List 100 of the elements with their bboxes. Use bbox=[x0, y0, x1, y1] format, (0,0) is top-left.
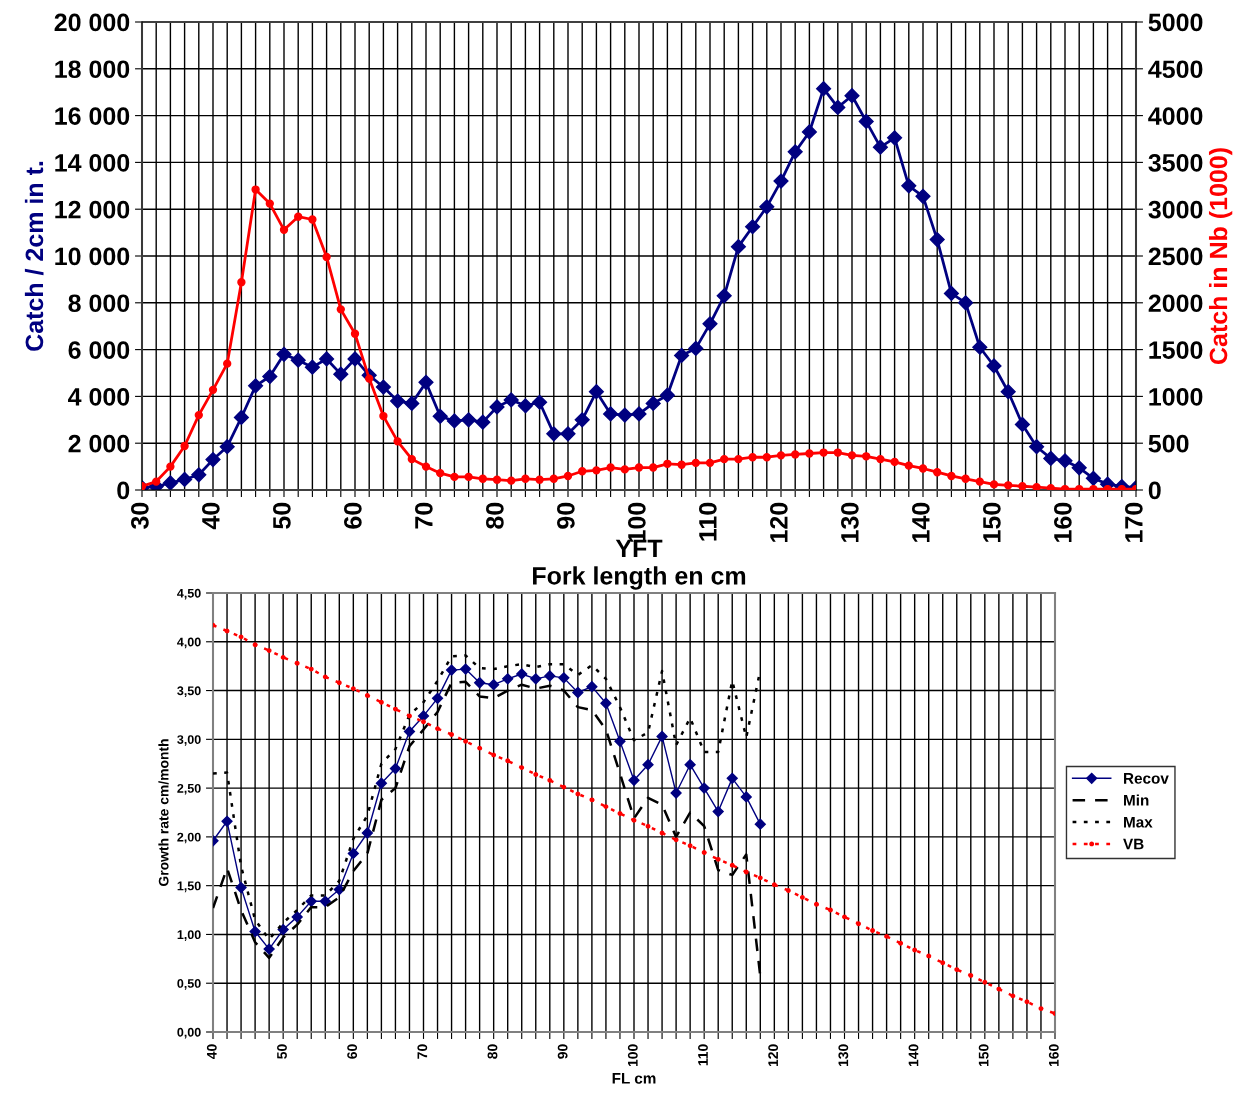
x-tick-label: 50 bbox=[273, 502, 291, 529]
y-tick-label: 1,00 bbox=[177, 930, 201, 941]
y2-tick-label: 5000 bbox=[1148, 13, 1203, 32]
point bbox=[361, 827, 373, 839]
point bbox=[249, 925, 261, 938]
y-tick-label: 4,00 bbox=[177, 637, 201, 649]
x-tick-label: 130 bbox=[838, 1044, 849, 1067]
y-tick-label: 6 000 bbox=[68, 341, 130, 359]
point bbox=[670, 787, 682, 799]
y-tick-label: 3,00 bbox=[177, 735, 201, 746]
y2-tick-label: 2000 bbox=[1148, 294, 1203, 313]
y2-axis-title: Catch in Nb (1000) bbox=[1208, 148, 1233, 365]
x-tick-label: 90 bbox=[557, 1044, 568, 1059]
x-tick-label: 40 bbox=[202, 502, 220, 530]
x-tick-label: 120 bbox=[770, 502, 788, 542]
legend-label: Max bbox=[1124, 816, 1153, 828]
legend-label: Min bbox=[1124, 794, 1149, 806]
point bbox=[403, 725, 416, 738]
y-axis-title: Catch / 2cm in t. bbox=[24, 161, 44, 351]
point bbox=[474, 677, 486, 689]
point bbox=[656, 730, 668, 743]
point bbox=[586, 681, 598, 693]
point bbox=[431, 692, 444, 704]
x-tick-label: 160 bbox=[1048, 1044, 1059, 1067]
x-tick-label: 140 bbox=[912, 502, 930, 542]
x-tick-label: 100 bbox=[627, 1044, 638, 1067]
y2-tick-label: 3000 bbox=[1148, 200, 1203, 219]
point bbox=[698, 782, 710, 794]
point bbox=[754, 818, 766, 830]
x-tick-label: 150 bbox=[983, 502, 1001, 542]
y-tick-label: 4,50 bbox=[177, 588, 201, 600]
y2-tick-label: 2500 bbox=[1148, 247, 1203, 266]
point bbox=[600, 697, 612, 709]
y2-tick-label: 1500 bbox=[1149, 341, 1203, 359]
x-tick-label: 120 bbox=[768, 1044, 779, 1067]
y-tick-label: 2,00 bbox=[177, 832, 201, 844]
y-tick-label: 2 000 bbox=[68, 434, 130, 453]
x-tick-label: 110 bbox=[698, 1044, 708, 1066]
x-axis-title: FL cm bbox=[612, 1073, 656, 1084]
point bbox=[319, 895, 331, 907]
point bbox=[740, 791, 752, 803]
y-tick-label: 8 000 bbox=[68, 294, 130, 313]
point bbox=[445, 664, 458, 676]
x-tick-label: 80 bbox=[486, 502, 504, 529]
point bbox=[263, 943, 275, 955]
point bbox=[459, 663, 472, 675]
y-tick-label: 18 000 bbox=[55, 60, 130, 79]
y2-tick-label: 500 bbox=[1148, 434, 1189, 453]
y-tick-label: 10 000 bbox=[55, 247, 130, 266]
y2-tick-label: 1000 bbox=[1149, 388, 1203, 406]
x-tick-label: 140 bbox=[908, 1044, 919, 1067]
x-tick-label: 30 bbox=[131, 502, 149, 530]
point bbox=[291, 911, 303, 923]
x-tick-label: 170 bbox=[1125, 502, 1143, 542]
y-tick-label: 20 000 bbox=[54, 13, 130, 32]
x-tick-label: 80 bbox=[487, 1044, 498, 1059]
x-tick-label: 70 bbox=[417, 1044, 428, 1059]
y-tick-label: 0,00 bbox=[177, 1027, 201, 1039]
point bbox=[347, 847, 359, 860]
point bbox=[502, 673, 514, 685]
point bbox=[544, 670, 556, 682]
point bbox=[614, 735, 626, 747]
y-tick-label: 12 000 bbox=[55, 200, 130, 219]
point bbox=[333, 883, 345, 896]
x-tick-label: 50 bbox=[277, 1044, 287, 1059]
x-tick-label: 40 bbox=[206, 1044, 217, 1060]
x-tick-label: 60 bbox=[344, 502, 362, 529]
x-tick-label: 160 bbox=[1054, 502, 1072, 542]
point bbox=[516, 668, 528, 680]
y-tick-label: 4 000 bbox=[68, 388, 130, 406]
point bbox=[628, 774, 640, 786]
x-tick-label: 60 bbox=[347, 1044, 358, 1059]
y-tick-label: 3,50 bbox=[177, 686, 201, 698]
y-tick-label: 0 bbox=[117, 481, 130, 500]
x-tick-label: 130 bbox=[841, 502, 859, 542]
y2-tick-label: 0 bbox=[1148, 481, 1161, 500]
y-tick-label: 16 000 bbox=[55, 107, 130, 125]
point bbox=[712, 805, 724, 818]
point bbox=[684, 759, 696, 771]
point bbox=[726, 772, 738, 784]
y-tick-label: 1,50 bbox=[177, 881, 201, 893]
point bbox=[235, 882, 247, 894]
point bbox=[530, 673, 542, 685]
point bbox=[488, 679, 500, 691]
y-tick-label: 14 000 bbox=[55, 154, 130, 172]
point bbox=[375, 777, 388, 789]
y2-tick-label: 4000 bbox=[1148, 107, 1203, 125]
x-axis-title: Fork length en cm bbox=[533, 566, 746, 590]
point bbox=[389, 762, 402, 775]
legend-label: Recov bbox=[1124, 773, 1169, 784]
point bbox=[572, 686, 584, 699]
point bbox=[305, 895, 317, 907]
x-tick-label: 90 bbox=[557, 502, 575, 529]
point bbox=[642, 759, 654, 771]
x-tick-label: 70 bbox=[415, 502, 433, 529]
x-tick-label: 150 bbox=[978, 1044, 989, 1067]
y2-tick-label: 4500 bbox=[1148, 60, 1203, 79]
x-tick-label: 110 bbox=[699, 502, 717, 541]
legend-label: VB bbox=[1123, 838, 1144, 850]
y2-tick-label: 3500 bbox=[1148, 154, 1203, 172]
